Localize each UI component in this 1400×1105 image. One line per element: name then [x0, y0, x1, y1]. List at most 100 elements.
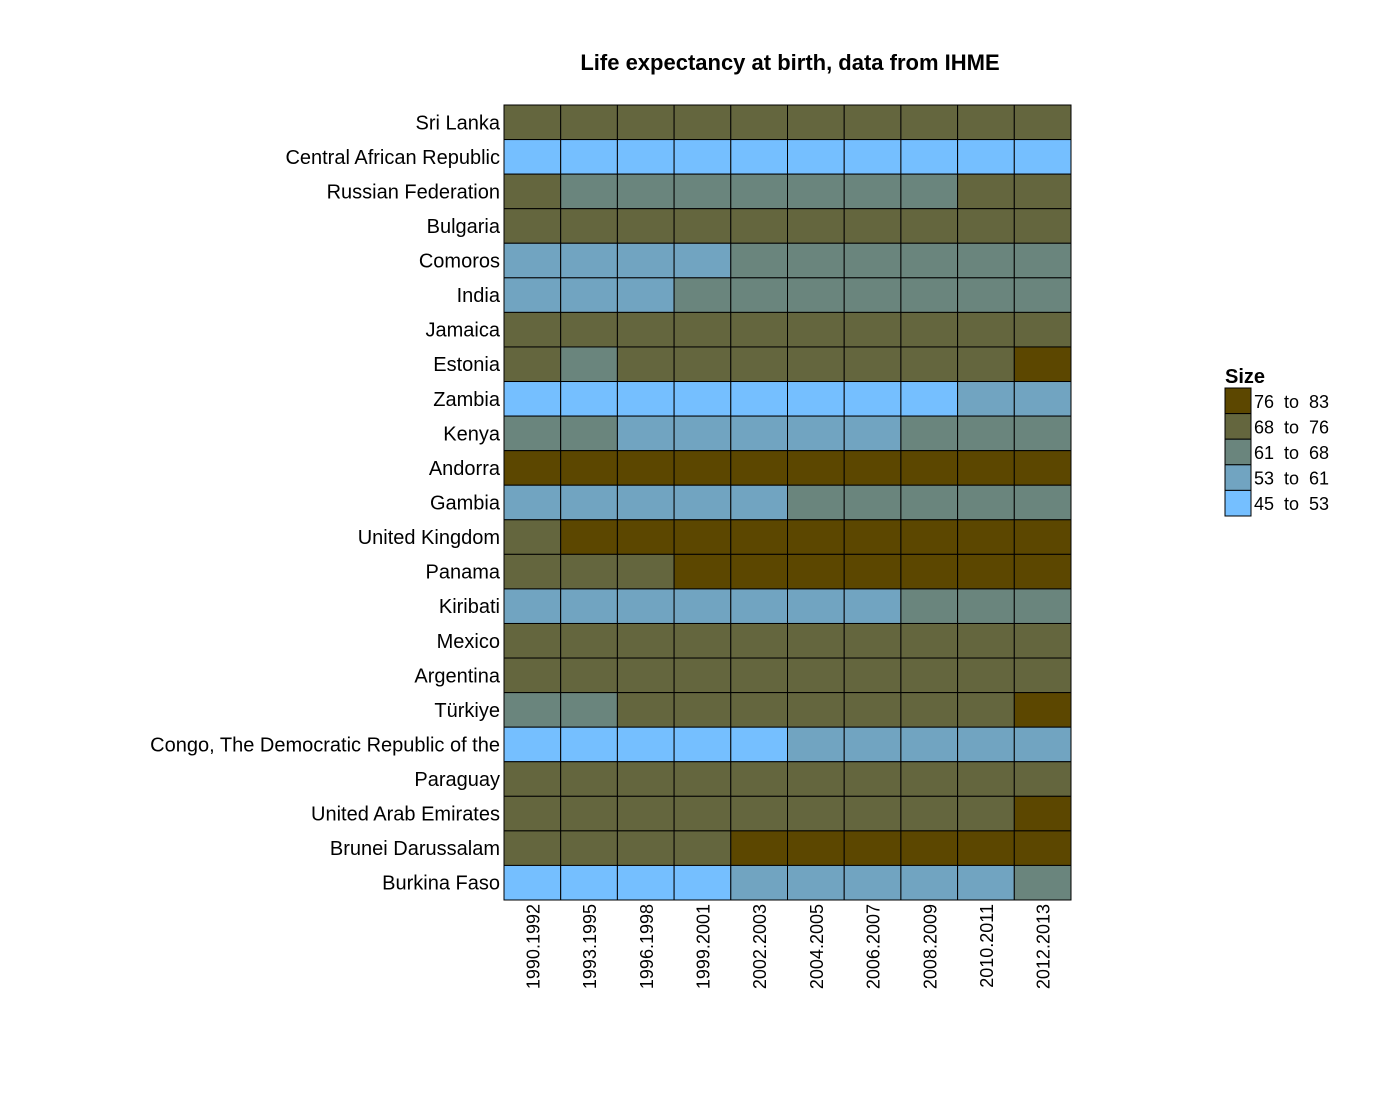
legend-swatch [1224, 387, 1252, 415]
heatmap-cell [673, 173, 732, 210]
heatmap-cell [900, 381, 959, 417]
row-label: Central African Republic [285, 147, 500, 169]
heatmap-cell [730, 242, 788, 279]
legend-swatch [1224, 438, 1252, 466]
heatmap-cell [957, 139, 1015, 175]
heatmap-cell [616, 173, 675, 210]
heatmap-cell [503, 657, 562, 694]
heatmap-cell [560, 139, 618, 175]
row-label: Zambia [433, 389, 501, 411]
heatmap-cell [730, 173, 788, 210]
heatmap-cell [503, 761, 562, 797]
heatmap-cell [957, 311, 1015, 348]
legend: Size 76 to 83 68 to 76 61 to 68 53 to 61 45 … [1224, 366, 1329, 517]
heatmap-cell [957, 761, 1015, 797]
heatmap-cell [843, 795, 902, 832]
heatmap-cell [787, 311, 845, 348]
heatmap-cell [560, 553, 618, 590]
legend-title: Size [1225, 366, 1265, 388]
heatmap-cell [730, 104, 788, 141]
heatmap-cell [730, 381, 788, 417]
heatmap-cell [616, 415, 675, 452]
heatmap-cell [900, 415, 959, 452]
heatmap-cell [900, 519, 959, 555]
heatmap-cell [900, 208, 959, 244]
heatmap-cell [787, 415, 845, 452]
heatmap-cell [730, 795, 788, 832]
heatmap-cell [560, 622, 618, 659]
heatmap-cell [730, 692, 788, 728]
heatmap-cell [616, 622, 675, 659]
heatmap-cell [616, 381, 675, 417]
heatmap-cell [787, 450, 845, 486]
heatmap-cell [957, 415, 1015, 452]
heatmap-cell [843, 830, 902, 866]
heatmap-cell [900, 553, 959, 590]
heatmap-cell [503, 415, 562, 452]
heatmap-cell [787, 346, 845, 383]
heatmap-cell [843, 139, 902, 175]
heatmap-cell [560, 381, 618, 417]
heatmap-cell [957, 553, 1015, 590]
column-label: 1990.1992 [523, 904, 543, 989]
heatmap-cell [787, 692, 845, 728]
heatmap-cell [560, 795, 618, 832]
heatmap-cell [957, 726, 1015, 763]
heatmap-cell [503, 173, 562, 210]
heatmap-cell [787, 553, 845, 590]
column-label: 1999.2001 [693, 904, 713, 989]
heatmap-cell [843, 519, 902, 555]
heatmap-cell [900, 277, 959, 313]
heatmap-cell [1013, 277, 1072, 313]
heatmap-cell [1013, 242, 1072, 279]
row-label: Jamaica [426, 320, 501, 342]
row-label: United Kingdom [358, 527, 500, 549]
heatmap-cell [787, 588, 845, 624]
row-label: Kiribati [439, 596, 500, 618]
heatmap-cell [843, 381, 902, 417]
heatmap-cell [900, 104, 959, 141]
heatmap-cell [673, 553, 732, 590]
heatmap-cell [843, 553, 902, 590]
legend-label: 45 to 53 [1254, 494, 1329, 514]
heatmap-cell [1013, 726, 1072, 763]
heatmap-cell [616, 208, 675, 244]
heatmap-cell [503, 519, 562, 555]
heatmap-cell [673, 830, 732, 866]
row-label: Argentina [414, 665, 500, 687]
heatmap-cell [1013, 484, 1072, 521]
heatmap-cell [673, 622, 732, 659]
heatmap-cell [843, 242, 902, 279]
heatmap-cell [673, 450, 732, 486]
heatmap-cell [787, 622, 845, 659]
column-label: 1993.1995 [580, 904, 600, 989]
heatmap-cell [1013, 104, 1072, 141]
column-labels: 1990.1992 1993.1995 1996.1998 1999.2001 2002… [523, 904, 1053, 989]
heatmap-cell [957, 657, 1015, 694]
heatmap-cell [616, 692, 675, 728]
heatmap-cell [616, 795, 675, 832]
heatmap-cell [616, 588, 675, 624]
heatmap-cell [503, 450, 562, 486]
row-label: Burkina Faso [382, 873, 500, 895]
heatmap-cell [900, 864, 959, 901]
heatmap-cell [957, 692, 1015, 728]
heatmap-cell [900, 450, 959, 486]
heatmap-cell [673, 484, 732, 521]
heatmap-cell [616, 277, 675, 313]
heatmap-cell [957, 450, 1015, 486]
heatmap-cell [900, 726, 959, 763]
heatmap-cell [900, 657, 959, 694]
heatmap-cell [730, 553, 788, 590]
heatmap-cell [560, 692, 618, 728]
heatmap-cell [957, 484, 1015, 521]
heatmap-cell [1013, 519, 1072, 555]
heatmap-cell [957, 173, 1015, 210]
heatmap-cell [560, 346, 618, 383]
heatmap-cell [843, 864, 902, 901]
row-label: United Arab Emirates [311, 804, 500, 826]
heatmap-cell [787, 242, 845, 279]
heatmap-cell [616, 519, 675, 555]
heatmap-cell [503, 830, 562, 866]
